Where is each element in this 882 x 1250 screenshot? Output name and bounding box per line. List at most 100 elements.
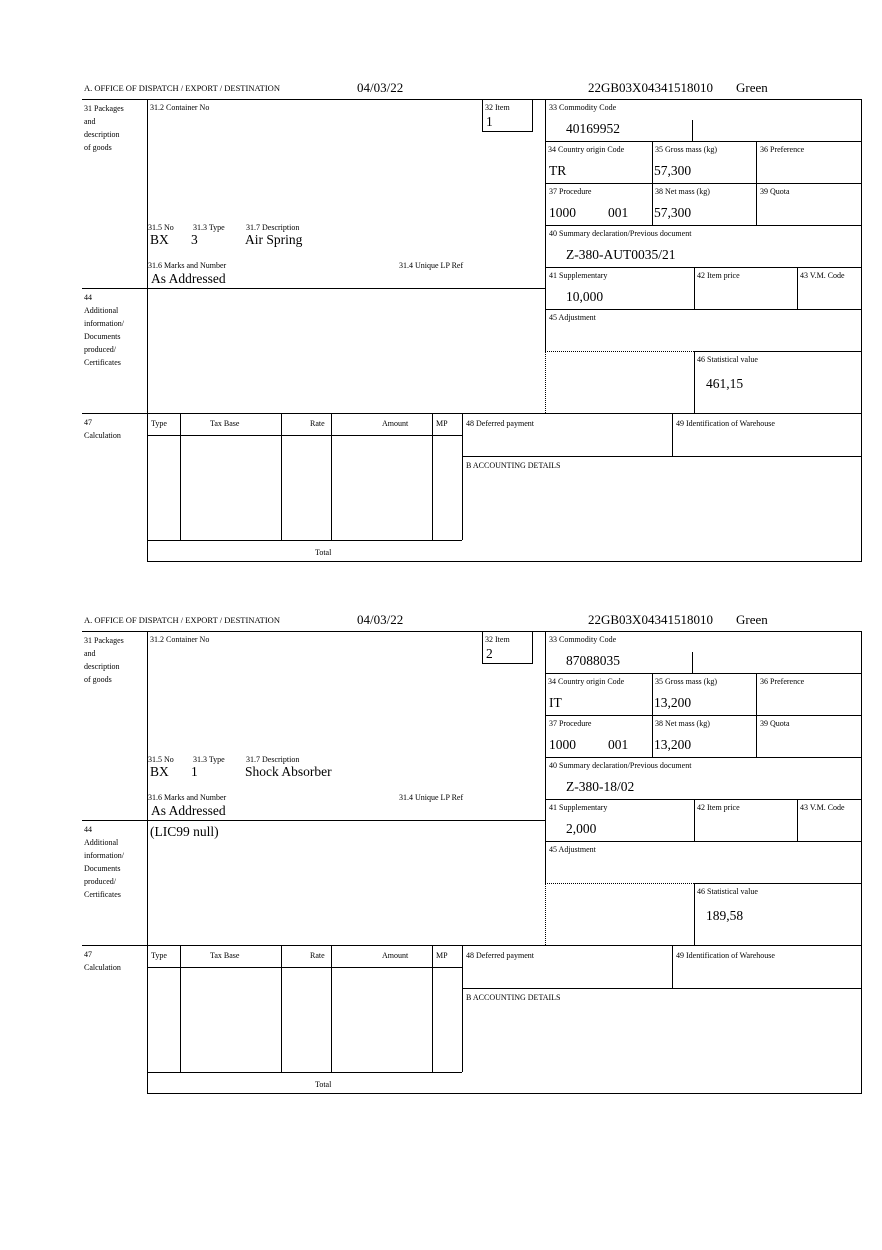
adjustment-label: 45 Adjustment [549, 313, 596, 322]
supplementary: 2,000 [566, 821, 597, 836]
total-label: Total [315, 1080, 332, 1089]
item-price-label: 42 Item price [697, 803, 740, 812]
additional-info-label: 44 Additional information/ Documents pro… [84, 825, 124, 899]
divider [147, 967, 462, 968]
divider [692, 120, 693, 141]
divider [482, 631, 483, 663]
office-heading: A. OFFICE OF DISPATCH / EXPORT / DESTINA… [84, 615, 280, 625]
divider [147, 561, 862, 562]
summary-decl: Z-380-AUT0035/21 [566, 247, 676, 262]
amount-header: Amount [382, 419, 409, 428]
no-label: 31.5 No [148, 755, 174, 764]
divider [281, 945, 282, 1072]
divider [545, 141, 862, 142]
supplementary-label: 41 Supplementary [549, 271, 608, 280]
divider [545, 673, 862, 674]
warehouse-label: 49 Identification of Warehouse [676, 951, 775, 960]
commodity-code-label: 33 Commodity Code [549, 103, 617, 112]
divider [462, 945, 463, 1072]
statistical-value: 461,15 [706, 376, 744, 391]
divider [545, 309, 862, 310]
additional-info-value: (LIC99 null) [150, 824, 219, 839]
tax-base-header: Tax Base [210, 419, 240, 428]
description-label: 31.7 Description [246, 755, 300, 764]
divider [462, 413, 463, 540]
marks-label: 31.6 Marks and Number [148, 793, 227, 802]
statistical-value: 189,58 [706, 908, 744, 923]
divider [672, 413, 673, 456]
preference-label: 36 Preference [760, 677, 805, 686]
divider [797, 799, 798, 841]
statistical-value-label: 46 Statistical value [697, 887, 758, 896]
net-mass-label: 38 Net mass (kg) [655, 187, 710, 196]
divider [797, 267, 798, 309]
tax-base-header: Tax Base [210, 951, 240, 960]
commodity-code-label: 33 Commodity Code [549, 635, 617, 644]
divider [147, 435, 462, 436]
deferred-payment-label: 48 Deferred payment [466, 951, 534, 960]
total-label: Total [315, 548, 332, 557]
supplementary: 10,000 [566, 289, 604, 304]
divider [652, 673, 653, 757]
divider [482, 131, 533, 132]
divider [861, 631, 862, 1093]
route-status: Green [736, 612, 768, 627]
item-number: 2 [486, 646, 493, 661]
procedure-label: 37 Procedure [549, 719, 592, 728]
country-origin-label: 34 Country origin Code [548, 677, 625, 686]
divider [545, 351, 546, 413]
procedure-additional: 001 [608, 205, 629, 220]
divider [147, 1072, 462, 1073]
divider [147, 540, 462, 541]
divider [694, 351, 862, 352]
procedure-label: 37 Procedure [549, 187, 592, 196]
accounting-details-label: B ACCOUNTING DETAILS [466, 461, 561, 470]
container-no-label: 31.2 Container No [150, 635, 210, 644]
gross-mass: 13,200 [654, 695, 692, 710]
item-form: A. OFFICE OF DISPATCH / EXPORT / DESTINA… [0, 607, 882, 1127]
divider [532, 99, 533, 131]
divider [432, 413, 433, 540]
vm-code-label: 43 V.M. Code [800, 803, 845, 812]
divider [482, 99, 483, 131]
package-type: BX [150, 232, 169, 247]
date: 04/03/22 [357, 80, 404, 95]
package-count: 1 [191, 764, 198, 779]
package-type: BX [150, 764, 169, 779]
vm-code-label: 43 V.M. Code [800, 271, 845, 280]
divider [462, 456, 862, 457]
mp-header: MP [436, 951, 448, 960]
country-origin-label: 34 Country origin Code [548, 145, 625, 154]
procedure-code: 1000 [549, 737, 576, 752]
gross-mass-label: 35 Gross mass (kg) [655, 677, 717, 686]
item-label: 32 Item [485, 635, 510, 644]
divider [545, 841, 862, 842]
goods-description: Shock Absorber [245, 764, 332, 779]
net-mass-label: 38 Net mass (kg) [655, 719, 710, 728]
mp-header: MP [436, 419, 448, 428]
divider [672, 945, 673, 988]
summary-decl-label: 40 Summary declaration/Previous document [549, 229, 692, 238]
net-mass: 13,200 [654, 737, 692, 752]
type-label: 31.3 Type [193, 755, 225, 764]
divider [462, 988, 862, 989]
divider [331, 413, 332, 540]
supplementary-label: 41 Supplementary [549, 803, 608, 812]
gross-mass: 57,300 [654, 163, 692, 178]
divider [692, 652, 693, 673]
item-number: 1 [486, 114, 493, 129]
gross-mass-label: 35 Gross mass (kg) [655, 145, 717, 154]
calculation-label: 47 Calculation [84, 418, 121, 440]
country-origin: TR [549, 163, 567, 178]
divider [545, 225, 862, 226]
amount-header: Amount [382, 951, 409, 960]
no-label: 31.5 No [148, 223, 174, 232]
rate-header: Rate [310, 419, 325, 428]
item-price-label: 42 Item price [697, 271, 740, 280]
calc-type-header: Type [151, 419, 167, 428]
type-label: 31.3 Type [193, 223, 225, 232]
goods-description: Air Spring [245, 232, 303, 247]
divider [482, 663, 533, 664]
item-label: 32 Item [485, 103, 510, 112]
summary-decl-label: 40 Summary declaration/Previous document [549, 761, 692, 770]
